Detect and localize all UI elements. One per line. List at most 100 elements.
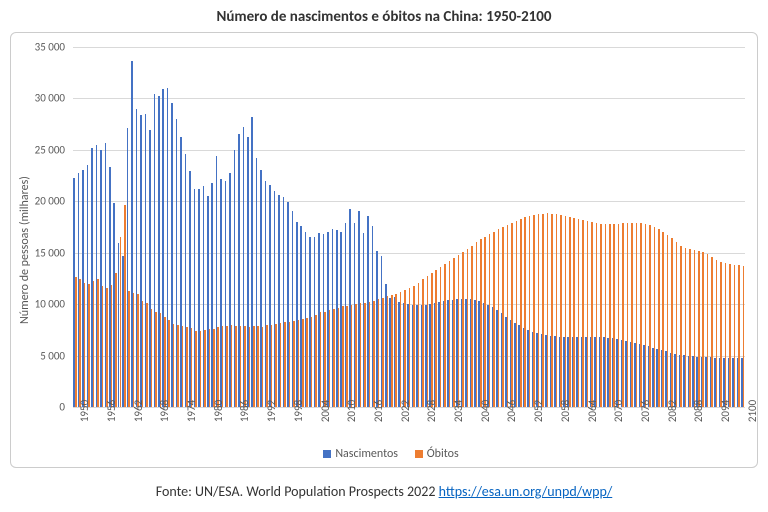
x-tick: 2016	[372, 400, 385, 422]
bar-deaths	[680, 246, 682, 407]
bar-deaths	[306, 318, 308, 407]
bar-deaths	[431, 273, 433, 407]
x-tick: 2022	[399, 400, 412, 422]
bar-deaths	[186, 327, 188, 407]
bar-deaths	[658, 229, 660, 407]
bar-deaths	[222, 326, 224, 407]
bar-deaths	[124, 205, 126, 407]
x-tick: 2076	[639, 400, 652, 422]
bar-deaths	[640, 223, 642, 407]
x-tick: 2046	[505, 400, 518, 422]
bar-deaths	[115, 273, 117, 407]
bar-deaths	[93, 281, 95, 408]
y-tick: 10 000	[15, 298, 65, 311]
bar-deaths	[711, 257, 713, 407]
bar-deaths	[88, 284, 90, 407]
bar-deaths	[395, 294, 397, 407]
x-tick: 1962	[132, 400, 145, 422]
bar-deaths	[471, 246, 473, 407]
bar-deaths	[743, 266, 745, 407]
bar-deaths	[173, 324, 175, 407]
bar-deaths	[609, 224, 611, 407]
bar-deaths	[476, 242, 478, 407]
chart-frame: Número de pessoas (milhares) 05 00010 00…	[10, 32, 758, 468]
bar-deaths	[582, 220, 584, 407]
bar-deaths	[524, 217, 526, 407]
bar-deaths	[217, 327, 219, 407]
bar-deaths	[226, 326, 228, 407]
legend-label-deaths: Óbitos	[427, 447, 459, 461]
bar-deaths	[284, 322, 286, 407]
x-tick: 2004	[319, 400, 332, 422]
bar-deaths	[689, 249, 691, 407]
bar-deaths	[142, 301, 144, 407]
bar-deaths	[378, 299, 380, 407]
bar-deaths	[667, 235, 669, 407]
bar-deaths	[213, 329, 215, 407]
bar-deaths	[271, 325, 273, 407]
bar-deaths	[320, 312, 322, 407]
bar-deaths	[111, 285, 113, 407]
bar-deaths	[240, 326, 242, 407]
x-tick: 2064	[586, 400, 599, 422]
bar-deaths	[600, 224, 602, 407]
bar-deaths	[128, 291, 130, 407]
bar-deaths	[435, 270, 437, 407]
x-tick: 2058	[559, 400, 572, 422]
bar-deaths	[542, 214, 544, 407]
bar-deaths	[164, 317, 166, 408]
bar-deaths	[707, 254, 709, 407]
bar-deaths	[627, 223, 629, 407]
y-tick: 35 000	[15, 41, 65, 54]
bar-deaths	[275, 324, 277, 407]
x-tick: 2082	[666, 400, 679, 422]
bar-deaths	[244, 326, 246, 407]
bar-deaths	[645, 224, 647, 407]
bar-deaths	[200, 331, 202, 407]
bar-deaths	[391, 295, 393, 407]
bar-deaths	[516, 221, 518, 407]
bar-deaths	[97, 279, 99, 407]
bar-deaths	[613, 224, 615, 407]
bar-deaths	[662, 232, 664, 407]
bar-deaths	[449, 261, 451, 407]
bar-deaths	[578, 219, 580, 407]
chart-title: Número de nascimentos e óbitos na China:…	[0, 0, 768, 26]
x-tick: 2040	[479, 400, 492, 422]
source-line: Fonte: UN/ESA. World Population Prospect…	[0, 483, 768, 500]
bar-deaths	[453, 258, 455, 407]
bar-deaths	[364, 303, 366, 407]
source-text: Fonte: UN/ESA. World Population Prospect…	[156, 483, 439, 500]
x-tick: 1968	[158, 400, 171, 422]
bar-deaths	[266, 325, 268, 407]
bar-deaths	[360, 303, 362, 407]
bars-container	[73, 47, 745, 407]
bar-deaths	[636, 223, 638, 407]
bar-deaths	[289, 322, 291, 407]
bar-deaths	[720, 262, 722, 407]
bar-deaths	[400, 292, 402, 407]
bar-deaths	[351, 305, 353, 407]
bar-deaths	[738, 265, 740, 407]
bar-deaths	[302, 319, 304, 407]
bar-deaths	[725, 263, 727, 407]
bar-deaths	[182, 326, 184, 407]
bar-deaths	[106, 288, 108, 407]
bar-deaths	[502, 227, 504, 407]
bar-deaths	[685, 248, 687, 407]
bar-deaths	[551, 214, 553, 407]
source-link[interactable]: https://esa.un.org/unpd/wpp/	[439, 483, 613, 500]
bar-deaths	[587, 221, 589, 407]
bar-deaths	[547, 213, 549, 407]
x-tick: 1986	[238, 400, 251, 422]
bar-deaths	[484, 237, 486, 407]
bar-deaths	[413, 286, 415, 407]
bar-deaths	[654, 227, 656, 407]
bar-deaths	[698, 251, 700, 407]
bar-deaths	[489, 234, 491, 407]
bar-deaths	[315, 315, 317, 407]
bar-deaths	[75, 277, 77, 407]
bar-deaths	[649, 225, 651, 407]
bar-deaths	[493, 232, 495, 407]
x-tick: 1980	[212, 400, 225, 422]
